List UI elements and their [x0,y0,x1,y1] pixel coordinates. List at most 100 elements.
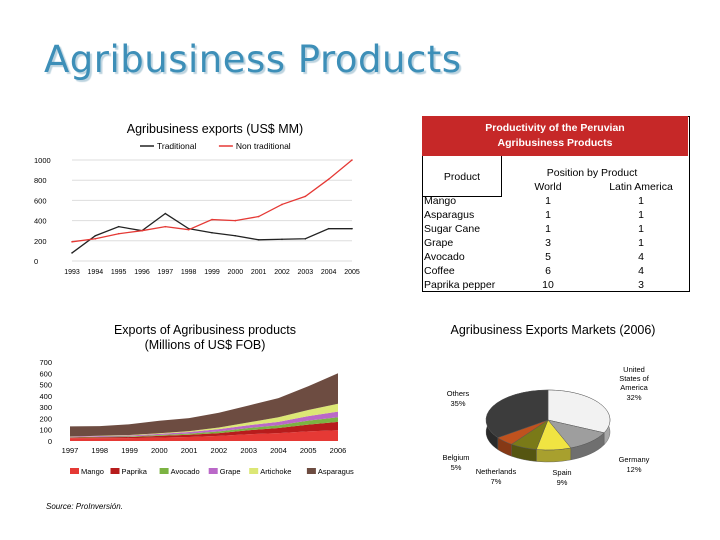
x-tick-label: 1997 [158,269,174,276]
data-point [141,229,143,232]
x-tick-label: 1999 [204,269,220,276]
data-point [327,227,330,230]
x-tick-label: 1999 [121,446,138,455]
table-cell-latam: 1 [638,223,644,235]
pie-chart-title: Agribusiness Exports Markets (2006) [450,323,656,337]
data-point [94,237,97,240]
y-tick-label: 0 [48,437,52,446]
data-point [281,238,283,241]
data-point [71,252,73,254]
table-cell-product: Paprika pepper [424,279,496,291]
y-tick-label: 800 [34,176,47,185]
y-tick-label: 400 [39,392,52,401]
col-world: World [534,181,562,193]
pie-label: Germany [619,455,650,464]
pie-slice [485,389,549,438]
data-point [211,231,213,234]
pie-pct: 7% [491,477,502,486]
line-chart: 0 200 400 600 800 1000 1993 1994 1995 1996 1997 199… [34,141,360,276]
data-point [71,241,73,243]
data-point [117,232,120,235]
pie-pct: 32% [626,393,641,402]
y-tick-label: 200 [34,237,47,246]
data-point [211,218,213,221]
y-tick-label: 500 [39,381,52,390]
x-tick-label: 1995 [111,269,127,276]
data-point [164,225,167,228]
pie-label: Spain [552,468,571,477]
pie-slice [547,389,611,434]
table-cell-product: Avocado [424,251,465,263]
series-line [71,159,353,243]
table-cell-world: 5 [545,251,551,263]
area-chart-title: Exports of Agribusiness products (Millio… [113,323,297,352]
table-header-product-cell [422,156,502,197]
col-product: Product [443,171,481,183]
y-tick-label: 100 [39,426,52,435]
table-cell-product: Coffee [424,265,455,277]
legend-label: Paprika [122,467,148,476]
data-point [304,195,307,198]
x-tick-label: 2002 [211,446,228,455]
table-cell-product: Grape [424,237,454,249]
legend-label: Traditional [157,141,196,151]
page-title: Agribusiness Products [44,38,462,81]
table-cell-latam: 4 [638,251,644,263]
legend-label: Artichoke [260,467,291,476]
pie-label: Belgium [442,453,469,462]
pie-label: Netherlands [476,467,517,476]
pie-pct: 35% [450,399,465,408]
col-position: Position by Product [546,167,638,179]
data-point [234,219,237,222]
table-cell-latam: 1 [638,209,644,221]
table-cell-latam: 3 [638,279,644,291]
y-tick-label: 600 [39,369,52,378]
pie-label: America [620,383,648,392]
x-tick-label: 1998 [91,446,108,455]
y-tick-label: 200 [39,414,52,423]
legend-swatch [70,468,79,474]
area-series [70,403,338,437]
pie-label: United [623,365,645,374]
data-point [117,225,120,228]
table-cell-world: 1 [545,195,551,207]
legend-swatch [208,468,218,474]
x-tick-label: 2000 [228,269,244,276]
y-tick-label: 0 [34,257,38,266]
data-point [281,203,283,206]
data-point [187,228,190,231]
table-cell-product: Mango [424,195,457,207]
data-point [257,215,260,218]
table-cell-product: Asparagus [424,209,475,221]
pie-label: Others [447,389,470,398]
table-cell-latam: 4 [638,265,644,277]
x-tick-label: 2004 [321,269,337,276]
pie-label: States of [619,374,650,383]
pie-pct: 9% [557,478,568,487]
data-point [164,212,167,215]
area-series [70,417,338,438]
legend-label: Mango [81,467,104,476]
table-cell-world: 1 [545,223,551,235]
legend-swatch [110,468,120,474]
y-tick-label: 300 [39,403,52,412]
col-latam: Latin America [609,181,673,193]
table-title: Productivity of the Peruvian Agribusines… [422,116,688,156]
y-tick-label: 1000 [34,156,51,165]
data-point [304,237,307,240]
area-series [70,430,338,441]
data-point [257,238,260,241]
legend-label: Asparagus [318,467,354,476]
x-tick-label: 1994 [88,269,104,276]
y-tick-label: 400 [34,217,47,226]
y-tick-label: 700 [39,358,52,367]
data-point [351,159,353,161]
x-tick-label: 2005 [344,269,360,276]
x-tick-label: 2006 [330,446,347,455]
x-tick-label: 2005 [300,446,317,455]
x-tick-label: 1993 [64,269,80,276]
x-tick-label: 2003 [298,269,314,276]
line-chart-title: Agribusiness exports (US$ MM) [126,122,304,136]
x-tick-label: 2001 [181,446,198,455]
